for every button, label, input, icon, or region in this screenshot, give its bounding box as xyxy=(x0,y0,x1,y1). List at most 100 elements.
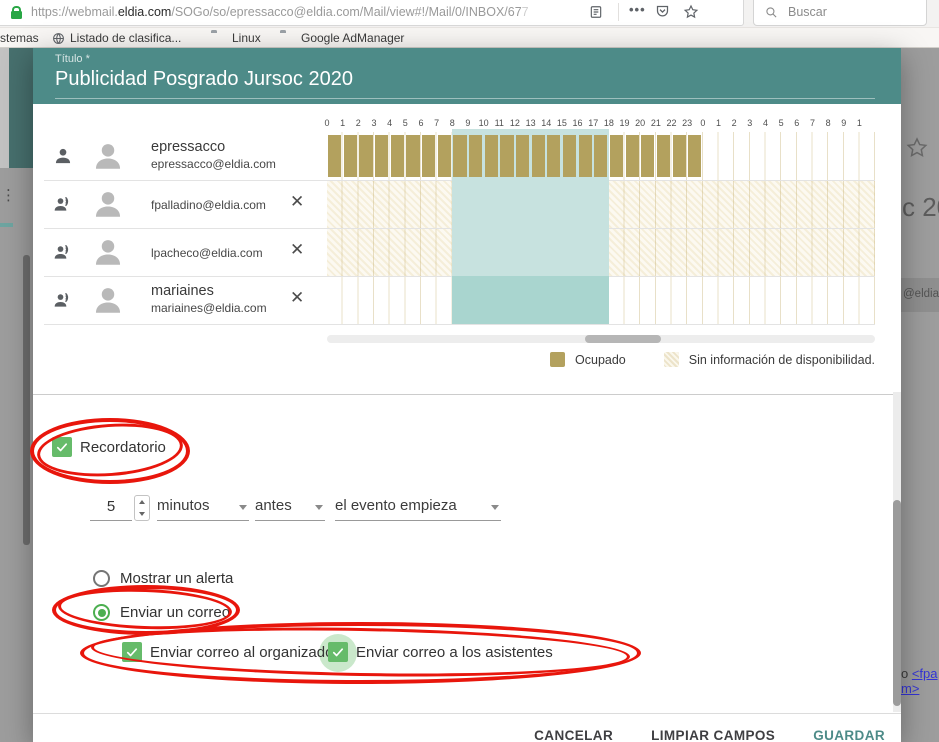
dialog-footer: CANCELAR LIMPIAR CAMPOS GUARDAR xyxy=(33,713,901,742)
hour-label: 0 xyxy=(700,118,706,128)
hour-label: 21 xyxy=(650,118,661,128)
busy-block xyxy=(688,135,702,177)
attendee-audio-icon xyxy=(53,290,73,315)
availability-row-busy xyxy=(327,132,875,180)
background-link[interactable]: m> xyxy=(901,681,920,696)
hour-label: 8 xyxy=(449,118,455,128)
busy-block xyxy=(641,135,655,177)
hour-label: 23 xyxy=(682,118,693,128)
search-bar[interactable] xyxy=(753,0,927,26)
hour-label: 8 xyxy=(825,118,831,128)
avatar xyxy=(91,235,125,274)
reader-mode-icon[interactable] xyxy=(589,4,603,25)
email-attendees-checkbox[interactable] xyxy=(328,642,348,662)
hour-label: 1 xyxy=(715,118,721,128)
url-faded: 7 xyxy=(521,5,529,19)
availability-row-noinfo xyxy=(327,180,875,228)
hour-label: 14 xyxy=(541,118,552,128)
show-alert-radio[interactable] xyxy=(93,570,110,587)
availability-grid: 0 1 2 3 4 5 6 7 8 9 10 11 12 13 14 15 16 17 18 19 20 21 22 23 0 1… xyxy=(324,118,875,324)
remove-attendee-button[interactable]: ✕ xyxy=(290,288,305,307)
scrollbar-thumb[interactable] xyxy=(585,335,661,343)
stepper-down-icon[interactable] xyxy=(135,508,149,520)
busy-block xyxy=(656,135,671,177)
hour-label: 1 xyxy=(340,118,346,128)
busy-block xyxy=(328,135,342,177)
bookmark-star-icon[interactable] xyxy=(683,4,699,25)
availability-rows xyxy=(327,132,875,324)
background-header-fragment xyxy=(9,48,33,168)
quantity-stepper[interactable] xyxy=(134,495,150,521)
event-time-band xyxy=(452,180,609,228)
pocket-icon[interactable] xyxy=(655,4,670,24)
busy-block xyxy=(437,135,451,177)
bookmark-item[interactable]: Linux xyxy=(232,31,261,45)
busy-block xyxy=(406,135,420,177)
dialog-header: Título * Publicidad Posgrado Jursoc 2020 xyxy=(33,48,901,104)
title-underline xyxy=(55,98,875,99)
email-organizer-checkbox[interactable] xyxy=(122,642,142,662)
hour-label: 15 xyxy=(556,118,567,128)
hour-label: 6 xyxy=(794,118,800,128)
hour-label: 5 xyxy=(402,118,408,128)
hour-label: 9 xyxy=(841,118,847,128)
title-field-label: Título * xyxy=(55,53,90,65)
url-domain: eldia.com xyxy=(117,5,172,19)
reminder-relation-select[interactable]: antes xyxy=(255,497,325,521)
background-accent-fragment xyxy=(0,223,13,227)
hour-label: 17 xyxy=(588,118,599,128)
event-time-band xyxy=(452,228,609,276)
attendee-identity: lpacheco@eldia.com xyxy=(151,244,263,260)
clear-fields-button[interactable]: LIMPIAR CAMPOS xyxy=(651,728,776,742)
remove-attendee-button[interactable]: ✕ xyxy=(290,240,305,259)
toolbar-separator xyxy=(618,3,619,21)
hour-label: 7 xyxy=(809,118,815,128)
attendee-row: fpalladino@eldia.com ✕ xyxy=(33,180,327,228)
event-title-input[interactable]: Publicidad Posgrado Jursoc 2020 xyxy=(55,68,353,90)
busy-block xyxy=(343,135,357,177)
grid-horizontal-scrollbar[interactable] xyxy=(327,335,875,343)
lock-icon xyxy=(11,6,22,19)
bookmark-item[interactable]: Google AdManager xyxy=(301,31,405,45)
event-time-band xyxy=(452,129,609,132)
reminder-unit-select[interactable]: minutos xyxy=(157,497,249,521)
hour-label: 4 xyxy=(387,118,393,128)
url-text[interactable]: https://webmail.eldia.com/SOGo/so/epress… xyxy=(31,5,529,19)
more-actions-icon[interactable]: ••• xyxy=(629,2,646,17)
bookmark-item[interactable]: Listado de clasifica... xyxy=(70,31,182,45)
busy-block xyxy=(625,135,639,177)
reminder-checkbox[interactable] xyxy=(52,437,72,457)
bookmark-item-cut[interactable]: stemas xyxy=(0,31,39,45)
event-time-band xyxy=(452,276,609,324)
kebab-menu-icon: ⋮ xyxy=(1,187,16,204)
attendee-name: epressacco xyxy=(151,139,226,155)
remove-attendee-button[interactable]: ✕ xyxy=(290,192,305,211)
attendee-row: lpacheco@eldia.com ✕ xyxy=(33,228,327,276)
busy-block xyxy=(609,135,624,177)
background-link[interactable]: <fpa xyxy=(911,666,938,681)
save-button[interactable]: GUARDAR xyxy=(813,728,885,742)
event-editor-dialog: Título * Publicidad Posgrado Jursoc 2020… xyxy=(33,48,901,742)
stepper-up-icon[interactable] xyxy=(135,496,149,508)
no-info-label: Sin información de disponibilidad. xyxy=(688,352,875,367)
send-email-radio[interactable] xyxy=(93,604,110,621)
reminder-amount-input[interactable]: 5 xyxy=(106,498,116,515)
url-bar[interactable] xyxy=(0,0,744,26)
avatar xyxy=(91,187,125,226)
hour-label: 11 xyxy=(494,118,504,128)
hour-label: 6 xyxy=(418,118,424,128)
reminder-reference-select[interactable]: el evento empieza xyxy=(335,497,501,521)
busy-block xyxy=(374,135,389,177)
cancel-button[interactable]: CANCELAR xyxy=(534,728,614,742)
hour-label: 3 xyxy=(371,118,377,128)
background-scrollbar xyxy=(23,255,30,545)
busy-block xyxy=(359,135,373,177)
attendee-row: mariaines mariaines@eldia.com ✕ xyxy=(33,276,327,324)
dialog-scrollbar-thumb[interactable] xyxy=(893,500,901,706)
attendee-name: mariaines xyxy=(151,283,214,299)
hour-label: 18 xyxy=(603,118,614,128)
hour-label: 9 xyxy=(465,118,471,128)
relation-value: antes xyxy=(255,497,292,514)
organizer-person-icon xyxy=(53,146,73,171)
bookmarks-bar: stemas Listado de clasifica... Linux Goo… xyxy=(0,27,939,48)
